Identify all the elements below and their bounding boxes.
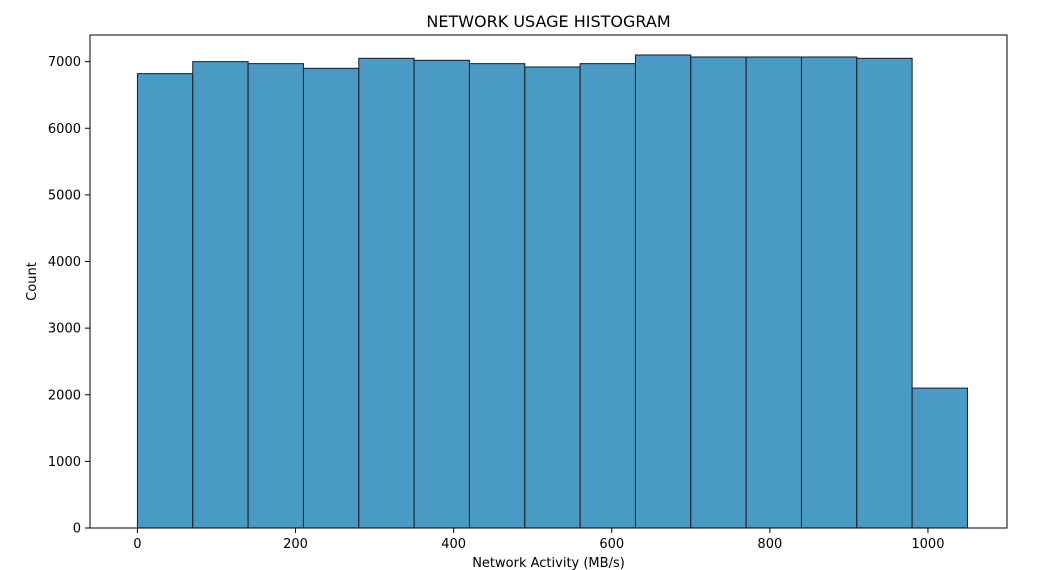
chart-title: NETWORK USAGE HISTOGRAM	[426, 12, 670, 31]
histogram-bar	[911, 387, 968, 529]
y-tick-label: 4000	[48, 255, 81, 270]
y-tick-label: 5000	[48, 188, 81, 203]
y-tick-label: 3000	[48, 322, 81, 337]
histogram-bar	[136, 73, 194, 529]
x-axis-ticks: 0 200 400 600 800 1000	[133, 528, 944, 552]
x-tick-label: 600	[599, 537, 624, 552]
bars-group	[136, 54, 968, 529]
x-tick-label: 200	[283, 537, 308, 552]
y-tick-label: 6000	[48, 122, 81, 137]
x-tick-label: 1000	[911, 537, 944, 552]
histogram-bar	[413, 59, 470, 529]
histogram-bar	[634, 54, 692, 529]
y-axis-label: Count	[25, 262, 40, 301]
histogram-bar	[358, 57, 415, 529]
x-tick-label: 800	[757, 537, 782, 552]
x-tick-label: 0	[133, 537, 141, 552]
histogram-bar	[690, 56, 747, 529]
histogram-bar	[302, 67, 360, 529]
histogram-bar	[524, 66, 581, 529]
histogram-bar	[192, 61, 249, 529]
plot-frame	[89, 34, 1008, 529]
histogram-bar	[800, 56, 858, 529]
histogram-bar	[856, 57, 913, 529]
histogram-bar	[247, 63, 304, 529]
x-axis-label: Network Activity (MB/s)	[472, 556, 625, 570]
histogram-bar	[745, 56, 802, 529]
y-tick-label: 2000	[48, 388, 81, 403]
y-tick-label: 1000	[48, 455, 81, 470]
x-tick-label: 400	[441, 537, 466, 552]
y-axis-ticks: 0 1000 2000 3000 4000 5000 6000 7000	[48, 55, 90, 537]
histogram-bar	[468, 63, 526, 529]
y-tick-label: 0	[73, 522, 81, 537]
y-tick-label: 7000	[48, 55, 81, 70]
histogram-bar	[579, 63, 636, 529]
